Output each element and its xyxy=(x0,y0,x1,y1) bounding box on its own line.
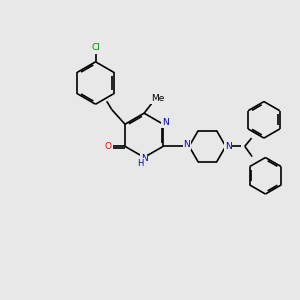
Text: Me: Me xyxy=(151,94,164,103)
Text: H: H xyxy=(137,159,143,168)
Text: N: N xyxy=(183,140,190,149)
Text: N: N xyxy=(141,154,148,163)
Text: N: N xyxy=(225,142,231,151)
Text: O: O xyxy=(105,142,112,151)
Text: Cl: Cl xyxy=(91,43,100,52)
Text: N: N xyxy=(162,118,169,127)
